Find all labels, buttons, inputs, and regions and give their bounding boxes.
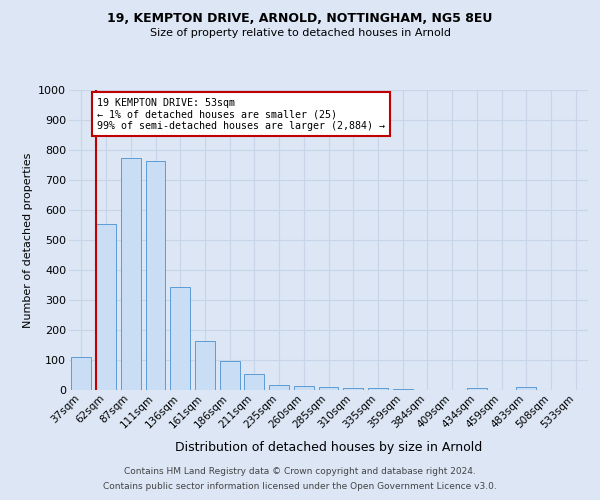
Bar: [269, 384, 289, 390]
Bar: [170, 286, 190, 390]
X-axis label: Distribution of detached houses by size in Arnold: Distribution of detached houses by size …: [175, 440, 482, 454]
Text: Size of property relative to detached houses in Arnold: Size of property relative to detached ho…: [149, 28, 451, 38]
Text: 19 KEMPTON DRIVE: 53sqm
← 1% of detached houses are smaller (25)
99% of semi-det: 19 KEMPTON DRIVE: 53sqm ← 1% of detached…: [97, 98, 385, 130]
Bar: [195, 341, 215, 390]
Bar: [368, 388, 388, 390]
Bar: [294, 386, 314, 390]
Bar: [220, 361, 239, 390]
Bar: [146, 160, 166, 390]
Bar: [71, 357, 91, 390]
Bar: [517, 387, 536, 390]
Y-axis label: Number of detached properties: Number of detached properties: [23, 152, 32, 328]
Bar: [96, 224, 116, 390]
Text: 19, KEMPTON DRIVE, ARNOLD, NOTTINGHAM, NG5 8EU: 19, KEMPTON DRIVE, ARNOLD, NOTTINGHAM, N…: [107, 12, 493, 26]
Text: Contains HM Land Registry data © Crown copyright and database right 2024.: Contains HM Land Registry data © Crown c…: [124, 467, 476, 476]
Bar: [121, 158, 140, 390]
Bar: [343, 388, 363, 390]
Bar: [244, 374, 264, 390]
Text: Contains public sector information licensed under the Open Government Licence v3: Contains public sector information licen…: [103, 482, 497, 491]
Bar: [319, 387, 338, 390]
Bar: [393, 389, 413, 390]
Bar: [467, 388, 487, 390]
